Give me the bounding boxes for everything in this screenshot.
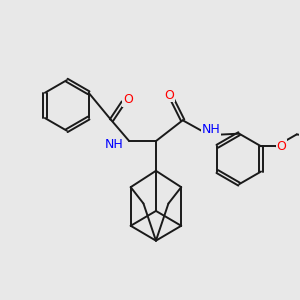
Text: O: O (164, 88, 174, 101)
Text: O: O (123, 93, 133, 106)
Text: O: O (276, 140, 286, 153)
Text: NH: NH (202, 123, 220, 136)
Text: NH: NH (105, 138, 124, 151)
